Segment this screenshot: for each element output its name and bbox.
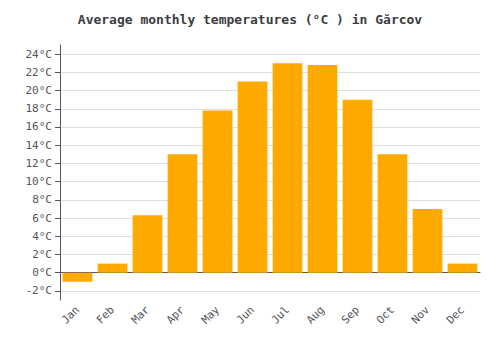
svg-text:Dec: Dec	[444, 303, 467, 326]
svg-text:Nov: Nov	[409, 303, 432, 326]
svg-text:Jul: Jul	[269, 303, 292, 326]
svg-text:16°C: 16°C	[26, 120, 53, 133]
svg-text:14°C: 14°C	[26, 139, 53, 152]
svg-text:Sep: Sep	[339, 303, 362, 326]
svg-text:24°C: 24°C	[26, 48, 53, 61]
svg-text:10°C: 10°C	[26, 175, 53, 188]
svg-text:Feb: Feb	[94, 303, 117, 326]
svg-text:18°C: 18°C	[26, 102, 53, 115]
svg-text:Mar: Mar	[129, 303, 152, 326]
svg-text:Jan: Jan	[59, 303, 82, 326]
svg-text:8°C: 8°C	[32, 193, 52, 206]
svg-text:-2°C: -2°C	[26, 284, 53, 297]
svg-text:May: May	[199, 303, 222, 326]
svg-text:4°C: 4°C	[32, 230, 52, 243]
svg-text:Oct: Oct	[374, 303, 397, 326]
svg-text:22°C: 22°C	[26, 66, 53, 79]
svg-text:6°C: 6°C	[32, 212, 52, 225]
svg-text:0°C: 0°C	[32, 266, 52, 279]
svg-text:2°C: 2°C	[32, 248, 52, 261]
svg-text:Apr: Apr	[164, 303, 187, 326]
svg-text:Aug: Aug	[304, 303, 327, 326]
svg-text:20°C: 20°C	[26, 84, 53, 97]
svg-text:12°C: 12°C	[26, 157, 53, 170]
svg-text:Jun: Jun	[234, 303, 257, 326]
svg-text:Average monthly temperatures (: Average monthly temperatures (°C ) in Gă…	[78, 12, 423, 27]
